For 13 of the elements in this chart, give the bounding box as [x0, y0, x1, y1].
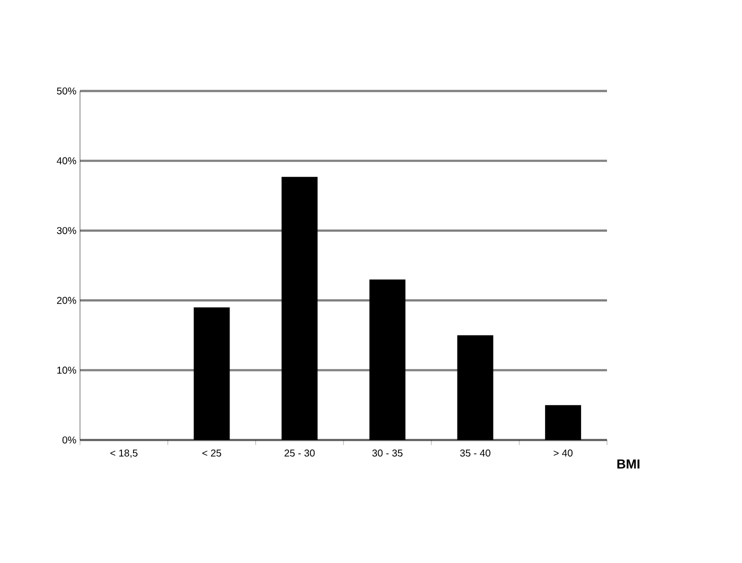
- y-tick-label: 20%: [57, 296, 76, 304]
- y-tick-label: 50%: [56, 87, 76, 95]
- y-tick-label: 0%: [62, 436, 76, 444]
- x-tick-label: 35 - 40: [460, 450, 490, 457]
- x-tick-label: > 40: [554, 450, 573, 457]
- x-tick-label: 25 - 30: [284, 450, 315, 457]
- x-tick-label: 30 - 35: [372, 450, 402, 457]
- x-axis-title: BMI: [617, 460, 640, 468]
- y-tick-label: 30%: [56, 227, 76, 234]
- x-tick-label: < 25: [202, 450, 222, 457]
- y-tick-label: 40%: [56, 157, 76, 164]
- y-tick-label: 10%: [57, 366, 76, 374]
- x-tick-label: < 18,5: [110, 450, 138, 458]
